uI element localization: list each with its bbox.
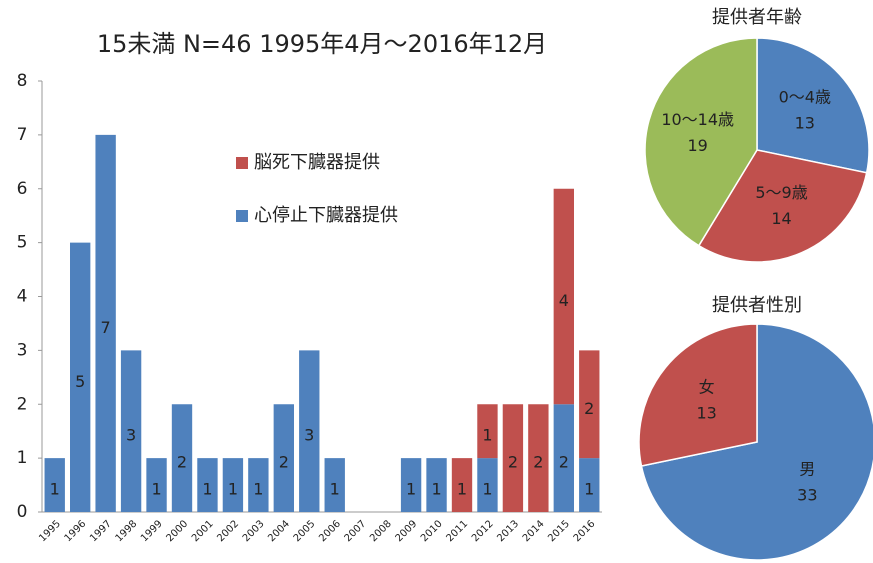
bar-segment — [553, 404, 574, 512]
bar-segment — [197, 458, 218, 512]
bar-segment — [146, 458, 167, 512]
x-tick-label: 1997 — [88, 518, 114, 544]
slice-label: 男 — [799, 459, 815, 478]
data-label: 2 — [177, 453, 187, 472]
x-tick-label: 2011 — [444, 518, 470, 544]
bar-segment — [553, 188, 574, 405]
bar-segment — [120, 350, 142, 512]
x-tick-label: 1999 — [139, 518, 165, 544]
data-label: 1 — [584, 480, 594, 499]
data-label: 1 — [202, 480, 212, 499]
bar-segment — [451, 458, 473, 512]
data-label: 3 — [126, 426, 136, 445]
bar-segment — [528, 404, 549, 512]
bar-segment — [477, 458, 498, 512]
data-label: 2 — [279, 453, 289, 472]
bar-segment — [95, 134, 116, 512]
y-tick-label: 2 — [17, 394, 28, 414]
x-tick-label: 2012 — [470, 518, 496, 544]
data-label: 2 — [559, 453, 569, 472]
x-tick-label: 2010 — [419, 518, 445, 544]
y-tick-label: 4 — [17, 287, 28, 307]
x-tick-label: 2008 — [368, 518, 394, 544]
bar-segment — [579, 458, 600, 512]
data-label: 7 — [101, 318, 111, 337]
x-tick-label: 2009 — [394, 518, 420, 544]
data-label: 3 — [304, 426, 314, 445]
bar-segment — [273, 404, 294, 512]
slice-value: 19 — [688, 136, 708, 155]
bar-segment — [324, 458, 345, 512]
bar-segment — [70, 242, 91, 512]
bar-segment — [477, 404, 498, 459]
bar-segment — [579, 350, 600, 459]
x-tick-label: 2007 — [343, 518, 369, 544]
bar-segment — [400, 458, 422, 512]
x-tick-label: 2001 — [190, 518, 216, 544]
x-tick-label: 2002 — [215, 518, 241, 544]
bar-segment — [44, 458, 65, 512]
slice-value: 13 — [795, 114, 815, 133]
x-tick-label: 2004 — [266, 518, 292, 544]
y-tick-label: 0 — [17, 502, 28, 522]
data-label: 1 — [482, 480, 492, 499]
pie-slice — [638, 323, 758, 467]
slice-label: 5～9歳 — [755, 183, 807, 202]
y-tick-label: 7 — [17, 125, 28, 145]
data-label: 1 — [50, 480, 60, 499]
x-tick-label: 2015 — [546, 518, 572, 544]
bar-segment — [502, 404, 524, 512]
x-tick-label: 2006 — [317, 518, 343, 544]
slice-value: 33 — [797, 485, 817, 504]
data-label: 2 — [584, 399, 594, 418]
y-tick-label: 1 — [17, 448, 28, 468]
x-tick-label: 2014 — [521, 518, 547, 544]
data-label: 1 — [330, 480, 340, 499]
data-label: 5 — [75, 372, 85, 391]
slice-label: 0～4歳 — [779, 88, 831, 107]
legend-label: 心停止下臓器提供 — [254, 205, 398, 226]
bar-segment — [299, 350, 320, 512]
x-tick-label: 2016 — [572, 518, 598, 544]
x-tick-label: 2003 — [241, 518, 267, 544]
data-label: 4 — [559, 291, 569, 310]
data-label: 2 — [508, 453, 518, 472]
bar-segment — [222, 458, 244, 512]
slice-label: 10～14歳 — [661, 110, 734, 129]
legend-swatch — [236, 210, 248, 222]
y-tick-label: 5 — [17, 233, 28, 253]
data-label: 1 — [406, 480, 416, 499]
y-tick-label: 6 — [17, 179, 28, 199]
data-label: 1 — [253, 480, 263, 499]
bar-segment — [171, 404, 193, 512]
bar-segment — [426, 458, 447, 512]
data-label: 1 — [431, 480, 441, 499]
legend-label: 脳死下臓器提供 — [254, 152, 380, 173]
bar-segment — [248, 458, 269, 512]
chart-title: 提供者年齢 — [712, 7, 802, 28]
y-tick-label: 8 — [17, 71, 28, 91]
x-tick-label: 1995 — [37, 518, 63, 544]
data-label: 2 — [533, 453, 543, 472]
data-label: 1 — [482, 426, 492, 445]
legend-swatch — [236, 157, 248, 169]
x-tick-label: 1998 — [114, 518, 140, 544]
slice-value: 14 — [771, 209, 791, 228]
x-tick-label: 2013 — [495, 518, 521, 544]
x-tick-label: 2000 — [164, 518, 190, 544]
pie-slice — [644, 37, 758, 247]
y-tick-label: 3 — [17, 340, 28, 360]
data-label: 1 — [457, 480, 467, 499]
x-tick-label: 2005 — [292, 518, 318, 544]
pie-slice — [756, 37, 870, 174]
chart-title: 提供者性別 — [712, 295, 802, 316]
data-label: 1 — [228, 480, 238, 499]
slice-label: 女 — [699, 378, 715, 397]
chart-title: 15未満 N=46 1995年4月～2016年12月 — [97, 30, 547, 58]
x-tick-label: 1996 — [63, 518, 89, 544]
data-label: 1 — [151, 480, 161, 499]
slice-value: 13 — [696, 404, 716, 423]
